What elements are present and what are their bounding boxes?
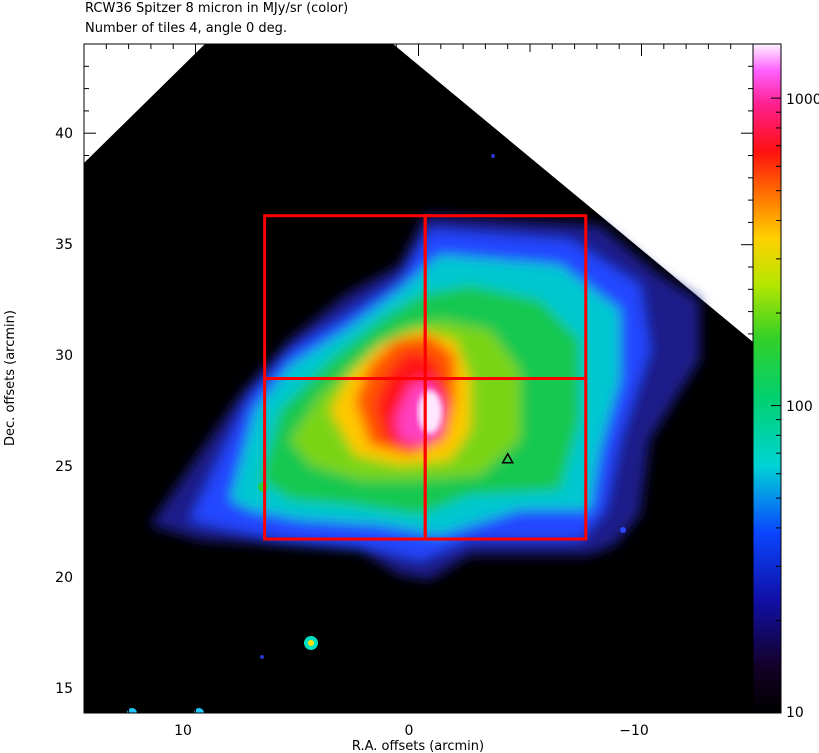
point-source [258,482,268,492]
colorbar [752,43,782,714]
x-tick-label: 0 [405,723,414,739]
chart-title: RCW36 Spitzer 8 micron in MJy/sr (color) [85,1,349,16]
image-area [84,44,753,713]
y-axis-title: Dec. offsets (arcmin) [3,310,18,446]
axis-ticks [83,43,754,714]
y-tick-label: 35 [55,237,73,253]
point-source [194,708,204,713]
y-tick-label: 30 [55,348,73,364]
x-tick-label: −10 [619,723,649,739]
colorbar-tick-label: 1000 [786,92,819,108]
tile [423,377,588,541]
y-tick-label: 20 [55,570,73,586]
chart-subtitle: Number of tiles 4, angle 0 deg. [85,21,288,36]
point-source [127,708,137,713]
triangle-marker [501,452,514,464]
colorbar-tick-label: 100 [786,399,813,415]
y-tick-label: 25 [55,459,73,475]
source-marker [501,452,514,464]
y-tick-label: 15 [55,681,73,697]
colorbar-tick-label: 10 [786,705,804,721]
x-axis-title: R.A. offsets (arcmin) [352,739,484,753]
colorbar-ticks [771,97,781,714]
tile-grid [263,214,588,541]
x-tick-label: 10 [174,723,192,739]
y-tick-label: 40 [55,126,73,142]
